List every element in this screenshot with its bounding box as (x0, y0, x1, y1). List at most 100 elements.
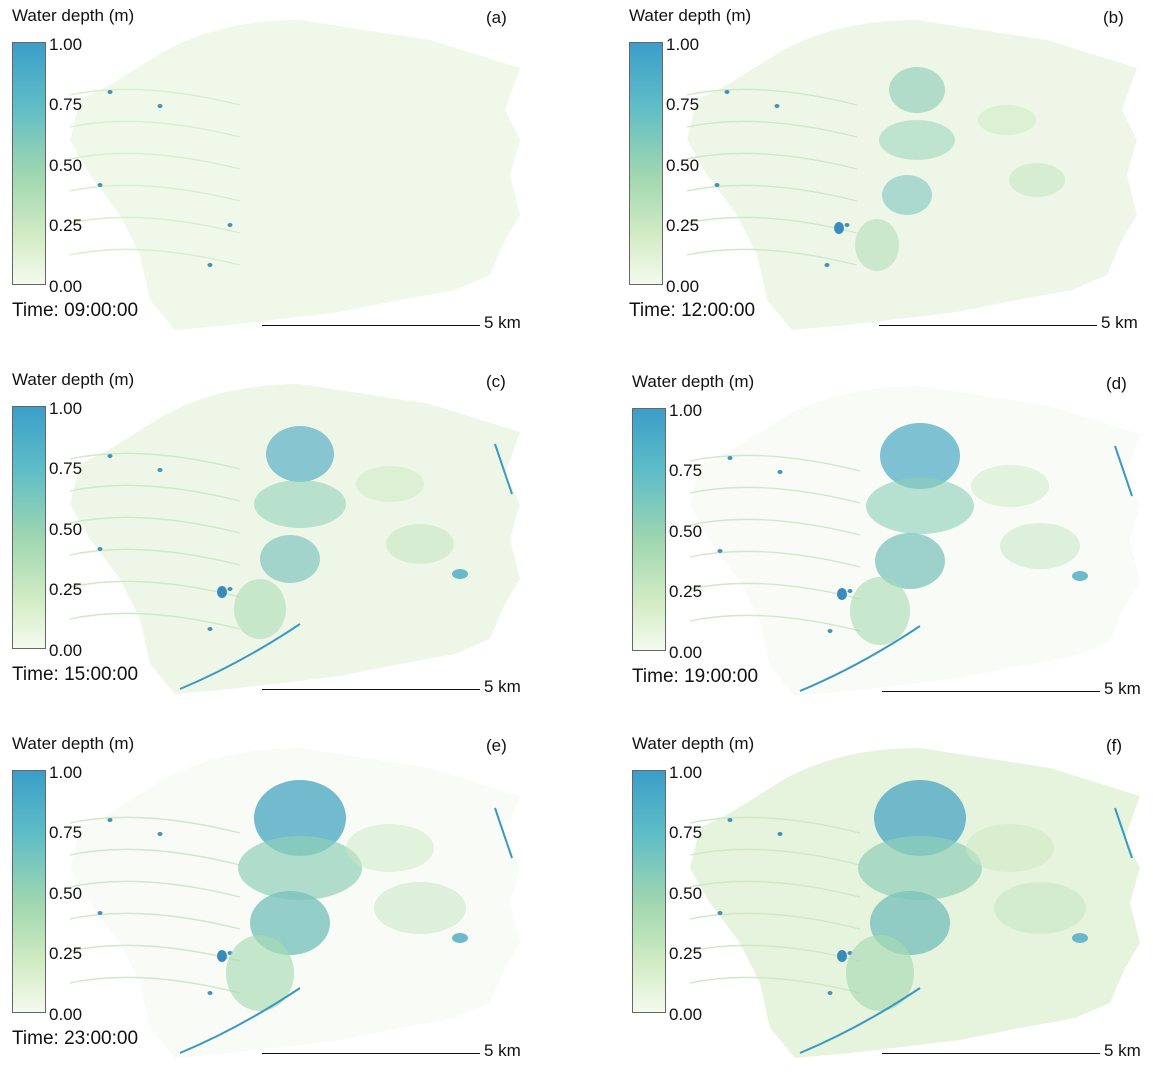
scale-bar-label: 5 km (1101, 313, 1138, 332)
stream-channel (689, 816, 861, 834)
stream-channel (69, 548, 241, 566)
colorbar-tick: 0.75 (49, 823, 83, 842)
inundation-patch (855, 219, 899, 271)
flood-map (69, 384, 520, 694)
colorbar-tick: 0.75 (49, 95, 83, 114)
stream-channel (69, 184, 241, 202)
stream-channel (689, 518, 861, 536)
colorbar (12, 770, 46, 1013)
map-panel-f: Water depth (m) (f) 1.00 0.75 0.50 0.25 … (620, 728, 1153, 1073)
inundation-patch (882, 175, 932, 215)
legend-title: Water depth (m) (629, 6, 752, 25)
colorbar-tick: 0.50 (666, 156, 700, 175)
inundation-patch (266, 426, 334, 482)
stream-channel (69, 580, 241, 598)
inundation-patch (157, 468, 163, 472)
colorbar-tick: 0.00 (666, 277, 700, 296)
inundation-patch (207, 263, 213, 267)
inundation-patch (847, 589, 853, 593)
scale-bar-label: 5 km (1104, 679, 1141, 698)
coastal-inundation (494, 443, 513, 495)
inundation-patch (346, 824, 434, 872)
inundation-patch (234, 579, 286, 639)
panel-label: (a) (486, 8, 507, 27)
coastal-inundation (494, 807, 513, 859)
inundation-patch (386, 524, 454, 564)
scale-bar (879, 325, 1097, 326)
study-area-outline (70, 20, 520, 330)
stream-channel (69, 848, 241, 866)
stream-channel (689, 976, 861, 994)
inundation-patches (69, 780, 513, 1054)
inundation-patch (774, 104, 780, 108)
coastal-inundation (1114, 445, 1133, 497)
time-label: Time: 19:00:00 (632, 666, 759, 687)
time-label: Time: 12:00:00 (629, 300, 756, 321)
inundation-patch (1072, 933, 1088, 943)
stream-channel (686, 88, 858, 106)
colorbar (12, 406, 46, 649)
map-panel-c: Water depth (m) (c) 1.00 0.75 0.50 0.25 … (0, 364, 560, 709)
inundation-patch (827, 991, 833, 995)
colorbar-tick: 0.00 (669, 1005, 703, 1024)
inundation-patch (452, 933, 468, 943)
inundation-patch (97, 911, 103, 915)
inundation-patch (880, 423, 960, 489)
colorbar-tick: 1.00 (666, 35, 700, 54)
inundation-patch (724, 90, 730, 94)
inundation-patch (227, 223, 233, 227)
scale-bar (262, 325, 480, 326)
stream-channel (689, 848, 861, 866)
stream-channel (69, 912, 241, 930)
colorbar-tick: 0.00 (49, 641, 83, 660)
inundation-patch (207, 991, 213, 995)
coastal-inundation (799, 625, 921, 692)
stream-channel (689, 944, 861, 962)
inundation-patch (858, 836, 982, 900)
scale-bar (882, 691, 1100, 692)
inundation-patch (827, 629, 833, 633)
inundation-patch (254, 480, 346, 528)
inundation-patch (107, 90, 113, 94)
time-label: Time: 15:00:00 (12, 664, 139, 685)
inundation-patch (157, 104, 163, 108)
colorbar-tick: 0.75 (669, 461, 703, 480)
colorbar-tick: 0.75 (49, 459, 83, 478)
flood-map (69, 748, 520, 1058)
colorbar-tick: 0.75 (669, 823, 703, 842)
colorbar (629, 42, 663, 285)
colorbar (12, 42, 46, 285)
colorbar-tick: 0.00 (49, 277, 83, 296)
inundation-patch (874, 780, 966, 856)
stream-channel (69, 452, 241, 470)
legend-title: Water depth (m) (632, 372, 755, 391)
colorbar-tick: 0.25 (669, 944, 703, 963)
colorbar-tick: 0.75 (666, 95, 700, 114)
stream-channel (686, 248, 858, 266)
coastal-inundation (179, 987, 301, 1054)
inundation-patch (978, 105, 1036, 135)
stream-channel (69, 120, 241, 138)
stream-channel (69, 976, 241, 994)
inundation-patches (689, 780, 1133, 1054)
colorbar-tick: 0.50 (49, 884, 83, 903)
colorbar-tick: 1.00 (669, 401, 703, 420)
inundation-patch (824, 263, 830, 267)
map-panel-b: Water depth (m) (b) 1.00 0.75 0.50 0.25 … (617, 0, 1153, 345)
flood-map (686, 20, 1137, 330)
inundation-patch (374, 882, 466, 934)
panel-label: (e) (486, 736, 507, 755)
scale-bar (882, 1053, 1100, 1054)
inundation-patch (217, 586, 227, 598)
map-panel-d: Water depth (m) (d) 1.00 0.75 0.50 0.25 … (620, 366, 1153, 711)
inundation-patch (727, 456, 733, 460)
inundation-patch (850, 577, 910, 645)
inundation-patch (844, 223, 850, 227)
inundation-patch (452, 569, 468, 579)
panel-label: (f) (1106, 736, 1123, 755)
panel-label: (d) (1106, 374, 1127, 393)
stream-channel (69, 612, 241, 630)
stream-channel (69, 944, 241, 962)
scale-bar-label: 5 km (484, 677, 521, 696)
colorbar-tick: 0.00 (49, 1005, 83, 1024)
